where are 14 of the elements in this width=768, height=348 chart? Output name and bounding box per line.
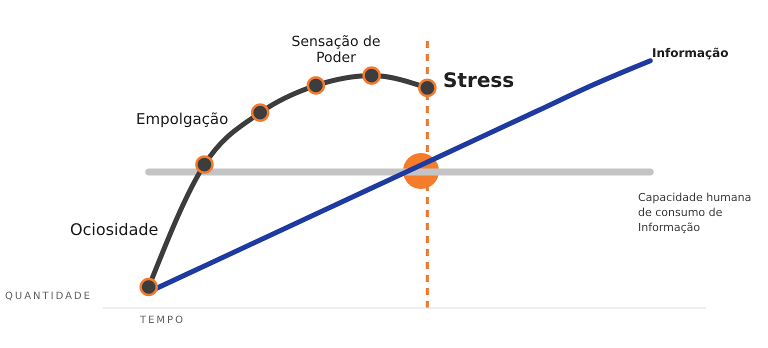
y-axis-title: QUANTIDADE [5,291,92,302]
point [195,155,214,174]
annotation: Empolgação [136,110,228,128]
point [418,78,437,98]
point [306,76,326,95]
annotation: Sensação de Poder [290,34,382,66]
series-label: Informação [652,46,728,60]
annotation: Ociosidade [70,220,158,239]
series-label: Capacidade humana de consumo de Informação [638,190,752,235]
point [250,103,270,122]
point [139,278,158,296]
annotation: Stress [443,68,514,92]
x-axis-title: TEMPO [140,315,185,326]
point [362,66,381,85]
